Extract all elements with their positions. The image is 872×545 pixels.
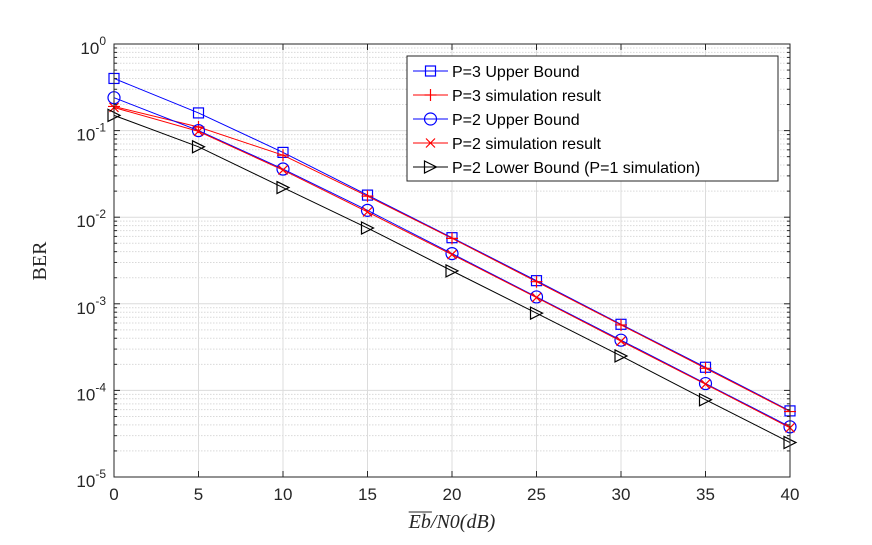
data-point	[616, 336, 626, 347]
y-tick-label: 10-2	[76, 207, 106, 231]
x-tick-label: 20	[443, 485, 462, 504]
x-tick-label: 40	[781, 485, 800, 504]
y-tick-label: 10-1	[76, 121, 106, 145]
ticks: 10-5 10-4 10-3 10-2 10-1 100 0 5 10 15 20 25 30 35 40	[76, 34, 799, 504]
data-point	[277, 149, 289, 162]
data-point	[361, 190, 374, 203]
y-tick-label: 10-5	[76, 467, 106, 491]
legend-marker	[423, 112, 438, 126]
data-point	[700, 379, 711, 390]
data-point	[445, 263, 460, 278]
data-point	[699, 362, 712, 375]
x-axis-label: Eb/N0(dB)	[408, 511, 496, 533]
legend: P=3 Upper Bound P=3 simulation result P=2 …	[406, 55, 779, 182]
data-point	[360, 221, 375, 235]
legend-label: P=3 simulation result	[452, 88, 602, 105]
y-axis-label: BER	[29, 241, 51, 281]
data-point	[530, 275, 543, 288]
x-tick-label: 10	[274, 485, 293, 504]
legend-box	[406, 55, 779, 182]
x-tick-label: 15	[358, 485, 377, 504]
data-point	[446, 232, 458, 245]
x-axis-label-rest: /N0(dB)	[430, 511, 496, 533]
legend-entry-0: P=3 Upper Bound	[413, 64, 580, 81]
legend-marker	[423, 160, 438, 174]
series-3	[109, 102, 795, 433]
data-point	[192, 107, 205, 119]
x-axis-label-overline-part: Eb	[408, 511, 431, 533]
legend-marker	[424, 89, 437, 101]
legend-marker	[425, 138, 436, 148]
legend-entry-4: P=2 Lower Bound (P=1 simulation)	[413, 160, 700, 177]
data-point	[529, 306, 544, 321]
data-point	[698, 376, 713, 391]
legend-entry-3: P=2 simulation result	[413, 136, 602, 153]
data-point	[360, 203, 375, 217]
series-2	[107, 91, 797, 434]
data-point	[362, 207, 373, 217]
legend-label: P=3 Upper Bound	[452, 64, 580, 81]
legend-label: P=2 simulation result	[452, 136, 602, 153]
data-point	[698, 392, 713, 407]
data-point	[531, 292, 542, 303]
y-tick-label: 10-3	[76, 294, 106, 318]
data-point	[191, 124, 206, 138]
x-tick-label: 30	[612, 485, 631, 504]
y-tick-label: 100	[80, 34, 106, 58]
data-point	[529, 290, 544, 304]
legend-label: P=2 Upper Bound	[452, 112, 580, 129]
data-point	[614, 333, 628, 347]
legend-label: P=2 Lower Bound (P=1 simulation)	[452, 160, 700, 177]
x-tick-label: 35	[696, 485, 715, 504]
data-point	[615, 318, 627, 331]
legend-entry-2: P=2 Upper Bound	[413, 112, 580, 129]
data-point	[191, 139, 206, 154]
data-point	[276, 162, 290, 176]
data-point	[447, 249, 457, 260]
data-point	[614, 348, 629, 363]
data-point	[445, 246, 459, 261]
series-line	[113, 97, 791, 428]
x-tick-label: 5	[194, 485, 203, 504]
data-point	[278, 165, 288, 176]
legend-entry-1: P=3 simulation result	[413, 88, 602, 105]
svg-text:Eb/N0(dB): Eb/N0(dB)	[408, 511, 496, 533]
data-point	[193, 126, 204, 137]
legend-marker	[424, 65, 437, 77]
series-line	[113, 114, 791, 443]
data-point	[276, 180, 291, 195]
y-tick-label: 10-4	[76, 380, 106, 404]
x-tick-label: 25	[527, 485, 546, 504]
x-tick-label: 0	[109, 485, 118, 504]
